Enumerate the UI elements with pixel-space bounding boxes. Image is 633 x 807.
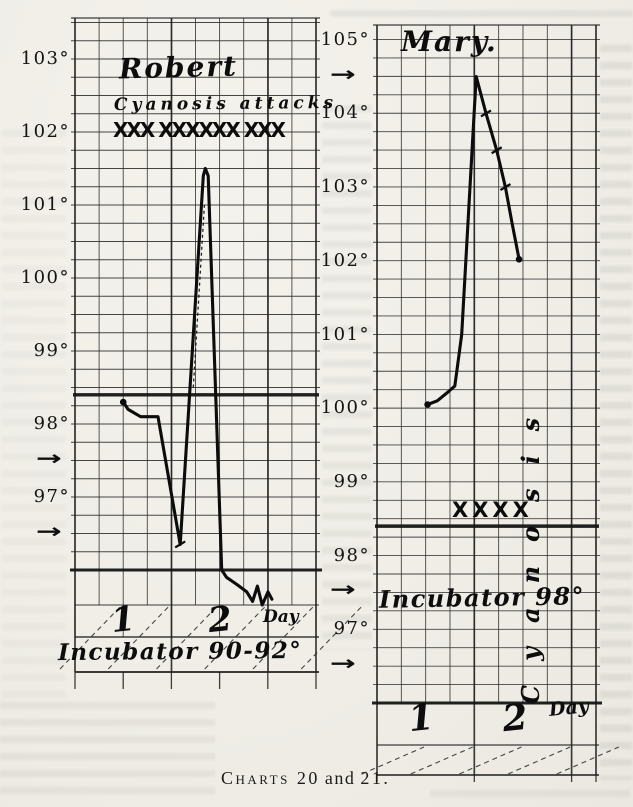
patient-name-robert: Robert xyxy=(118,49,239,86)
margin-arrow-icon: → xyxy=(330,61,356,86)
y-axis-tick-label: 101° xyxy=(320,323,370,345)
attack-marks-robert: XXX XXXXXX XXX xyxy=(113,118,286,142)
attack-marks-mary: XXXX xyxy=(452,498,533,522)
y-axis-tick-label: 98° xyxy=(33,413,70,434)
y-axis-tick-label: 98° xyxy=(333,544,370,566)
y-axis-tick-label: 102° xyxy=(20,121,70,142)
y-axis-tick-label: 97° xyxy=(33,486,70,507)
y-axis-tick-label: 99° xyxy=(33,340,70,361)
day-axis-label-mary: Day xyxy=(547,694,590,722)
y-axis-tick-label: 97° xyxy=(333,618,370,640)
margin-arrow-icon: → xyxy=(330,577,356,602)
margin-arrow-icon: → xyxy=(36,518,62,543)
day-number-label: 1 xyxy=(406,695,436,741)
day-number-label: 2 xyxy=(500,695,530,741)
day-number-label: 2 xyxy=(205,598,234,642)
incubator-note-mary: Incubator 98° xyxy=(378,581,586,614)
margin-arrow-icon: → xyxy=(36,445,62,470)
cyanosis-attacks-note: Cyanosis attacks xyxy=(113,93,338,115)
temperature-line xyxy=(426,74,521,407)
temperature-line xyxy=(121,166,274,607)
y-axis-tick-label: 102° xyxy=(320,249,370,271)
y-axis-tick-label: 103° xyxy=(20,48,70,69)
caption-lead: Charts 20 xyxy=(221,768,320,788)
caption-mid: and xyxy=(324,768,356,788)
caption-tail: 21. xyxy=(360,768,391,788)
day-number-label: 1 xyxy=(109,598,138,642)
y-axis-tick-label: 100° xyxy=(20,267,70,288)
y-axis-tick-label: 105° xyxy=(320,28,370,50)
y-axis-tick-label: 99° xyxy=(333,470,370,492)
y-axis-tick-label: 100° xyxy=(320,397,370,419)
figure-caption: Charts 20 and 21. xyxy=(221,768,395,789)
patient-name-mary: Mary. xyxy=(401,25,498,58)
incubator-note-robert: Incubator 90-92° xyxy=(57,636,303,667)
y-axis-tick-label: 103° xyxy=(320,176,370,198)
margin-arrow-icon: → xyxy=(330,651,356,676)
day-axis-label-robert: Day xyxy=(263,607,299,627)
y-axis-tick-label: 104° xyxy=(320,102,370,124)
y-axis-tick-label: 101° xyxy=(20,194,70,215)
